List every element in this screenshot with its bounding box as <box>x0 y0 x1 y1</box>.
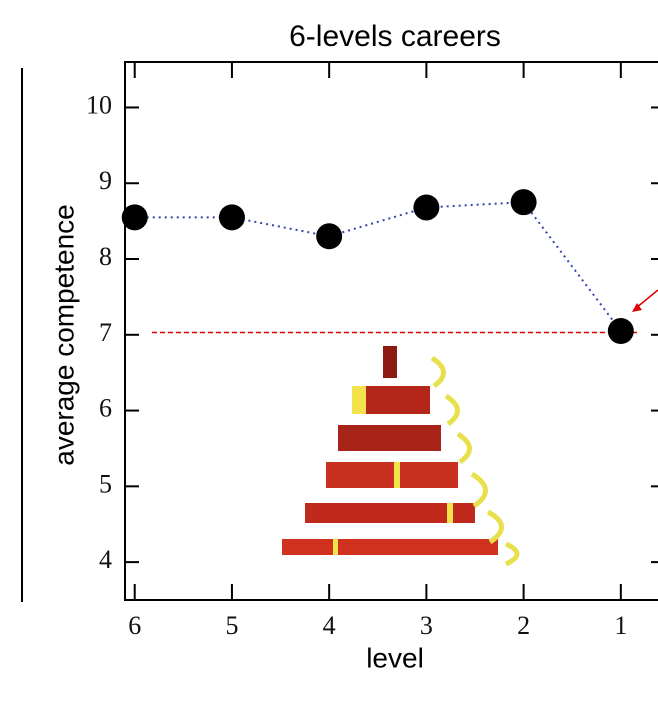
x-tick-label: 4 <box>323 611 336 640</box>
chart: 6-levels careers level average competenc… <box>0 0 658 707</box>
data-point <box>413 194 439 220</box>
x-tick-label: 1 <box>614 611 627 640</box>
y-tick-label: 8 <box>99 242 112 271</box>
data-point <box>316 223 342 249</box>
page: {"chart_data": {"type": "line", "title":… <box>0 0 658 707</box>
y-tick-label: 10 <box>86 90 112 119</box>
y-tick-label: 6 <box>99 394 112 423</box>
data-point <box>511 189 537 215</box>
y-axis-label: average competence <box>48 204 79 466</box>
y-tick-label: 9 <box>99 166 112 195</box>
x-tick-label: 2 <box>517 611 530 640</box>
y-tick-label: 7 <box>99 318 112 347</box>
x-tick-label: 5 <box>225 611 238 640</box>
data-point <box>122 204 148 230</box>
y-tick-label: 4 <box>99 545 112 574</box>
x-tick-label: 3 <box>420 611 433 640</box>
data-point <box>219 204 245 230</box>
x-axis-label: level <box>366 642 424 673</box>
data-point <box>608 318 634 344</box>
y-tick-label: 5 <box>99 469 112 498</box>
x-tick-label: 6 <box>128 611 141 640</box>
chart-title: 6-levels careers <box>289 20 501 53</box>
